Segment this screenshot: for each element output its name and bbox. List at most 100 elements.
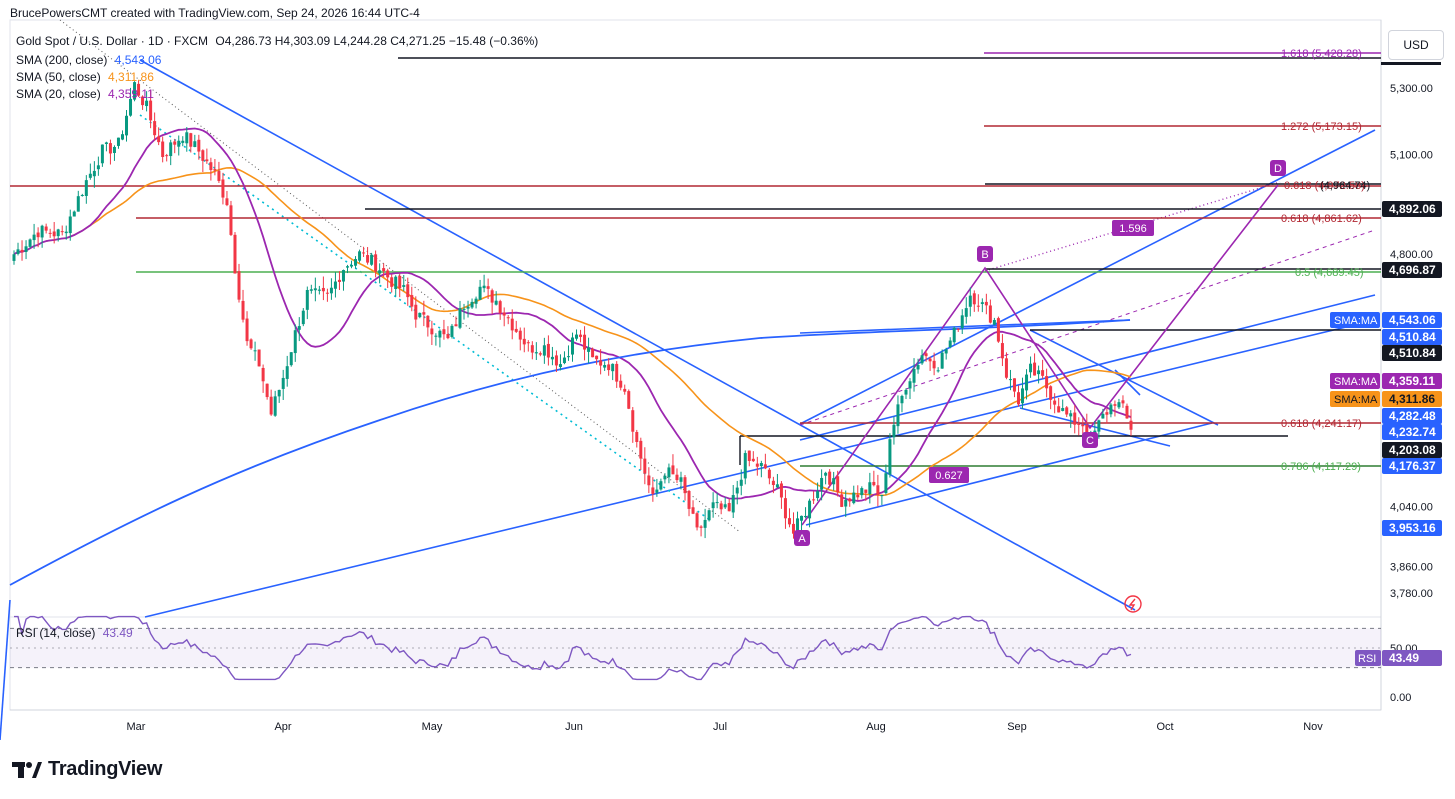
- candle-body: [350, 265, 354, 267]
- price-tag-label: 4,232.74: [1389, 425, 1436, 439]
- candle-body: [575, 334, 579, 339]
- candle-body: [791, 523, 795, 534]
- candle-body: [201, 150, 205, 161]
- candle-body: [663, 475, 667, 480]
- dotted-guide: [984, 181, 1281, 272]
- ratio-label: 1.596: [1119, 223, 1147, 235]
- candle-body: [165, 155, 169, 157]
- candle-body: [285, 366, 289, 379]
- candle-body: [446, 334, 450, 339]
- candle-body: [1041, 370, 1045, 376]
- candle-body: [28, 239, 32, 247]
- candle-body: [615, 363, 619, 382]
- candles: [12, 80, 1133, 542]
- x-tick-label: Apr: [274, 721, 291, 733]
- candle-body: [458, 308, 462, 328]
- rsi-tag-box: [1355, 650, 1381, 666]
- candle-body: [880, 495, 884, 497]
- candle-body: [253, 350, 257, 352]
- candle-body: [1125, 405, 1129, 419]
- price-tag-box: [1382, 424, 1442, 440]
- legend-rsi[interactable]: RSI (14, close) 43.49: [16, 626, 133, 640]
- sma50-value: 4,311.86: [108, 70, 154, 84]
- legend-sma200[interactable]: SMA (200, close) 4,543.06: [16, 53, 161, 67]
- legend-sma20[interactable]: SMA (20, close) 4,359.11: [16, 87, 154, 101]
- candle-body: [707, 510, 711, 521]
- candle-body: [261, 367, 265, 382]
- candle-body: [518, 330, 522, 340]
- trend-line: [799, 319, 1131, 334]
- rsi-value-label: 43.49: [1389, 651, 1419, 665]
- price-tag-box: [1382, 201, 1442, 217]
- candle-body: [1081, 424, 1085, 427]
- currency-button[interactable]: USD: [1388, 30, 1444, 60]
- candle-body: [699, 526, 703, 528]
- candle-body: [1037, 370, 1041, 375]
- fib-label: 0.618 (4,241.17): [1281, 418, 1362, 430]
- candle-body: [382, 268, 386, 272]
- tradingview-logo-icon: [12, 761, 42, 778]
- candle-body: [486, 286, 490, 289]
- alert-icon: [1124, 595, 1142, 613]
- candle-body: [362, 252, 366, 254]
- y-tick-label: 4,800.00: [1390, 249, 1433, 261]
- price-tag-label: 4,176.37: [1389, 459, 1436, 473]
- candle-body: [438, 330, 442, 338]
- candle-body: [779, 483, 783, 498]
- candle-body: [916, 364, 920, 370]
- candle-body: [80, 194, 84, 196]
- candle-body: [1065, 407, 1069, 415]
- candle-body: [603, 365, 607, 368]
- candle-body: [1069, 413, 1073, 417]
- y-tick-label: 4,040.00: [1390, 502, 1433, 514]
- candle-body: [1061, 408, 1065, 411]
- candle-body: [651, 487, 655, 494]
- ma-tag-label: SMA:MA: [1334, 315, 1378, 327]
- candle-body: [587, 347, 591, 352]
- candle-body: [329, 287, 333, 294]
- candle-body: [52, 231, 56, 237]
- candle-body: [209, 162, 213, 171]
- candle-body: [1077, 423, 1081, 425]
- legend-sma50[interactable]: SMA (50, close) 4,311.86: [16, 70, 154, 84]
- candle-body: [546, 343, 550, 358]
- candle-body: [796, 518, 800, 532]
- candle-body: [474, 298, 478, 304]
- candle-body: [225, 198, 229, 206]
- candle-body: [1053, 400, 1057, 405]
- candle-body: [824, 472, 828, 476]
- candle-body: [36, 232, 40, 238]
- candle-body: [836, 476, 840, 493]
- candle-body: [948, 340, 952, 348]
- trend-line: [805, 422, 1213, 526]
- price-tag-box: [1382, 312, 1442, 328]
- candle-body: [490, 290, 494, 303]
- candle-body: [872, 481, 876, 486]
- candle-body: [1101, 413, 1105, 419]
- abcd-pattern: [801, 184, 1279, 526]
- candle-body: [1029, 363, 1033, 373]
- candle-body: [197, 139, 201, 152]
- candle-body: [394, 276, 398, 289]
- pattern-point-label: C: [1086, 435, 1094, 447]
- candle-body: [723, 504, 727, 508]
- candle-body: [892, 424, 896, 438]
- candle-body: [398, 275, 402, 288]
- candle-body: [928, 358, 932, 362]
- alert-icon: [1128, 598, 1136, 611]
- x-tick-label: May: [422, 721, 443, 733]
- brand-logo[interactable]: TradingView: [12, 758, 162, 781]
- candle-body: [470, 301, 474, 308]
- candle-body: [912, 368, 916, 383]
- sma200-label: SMA (200, close): [16, 53, 108, 67]
- candle-body: [514, 328, 518, 332]
- candle-body: [1021, 388, 1025, 404]
- candle-body: [675, 474, 679, 481]
- candle-body: [964, 308, 968, 317]
- candle-body: [1109, 404, 1113, 415]
- plot-frame: [9, 19, 1382, 711]
- candle-body: [864, 489, 868, 493]
- price-tag-box: [1382, 442, 1442, 458]
- candle-body: [691, 507, 695, 514]
